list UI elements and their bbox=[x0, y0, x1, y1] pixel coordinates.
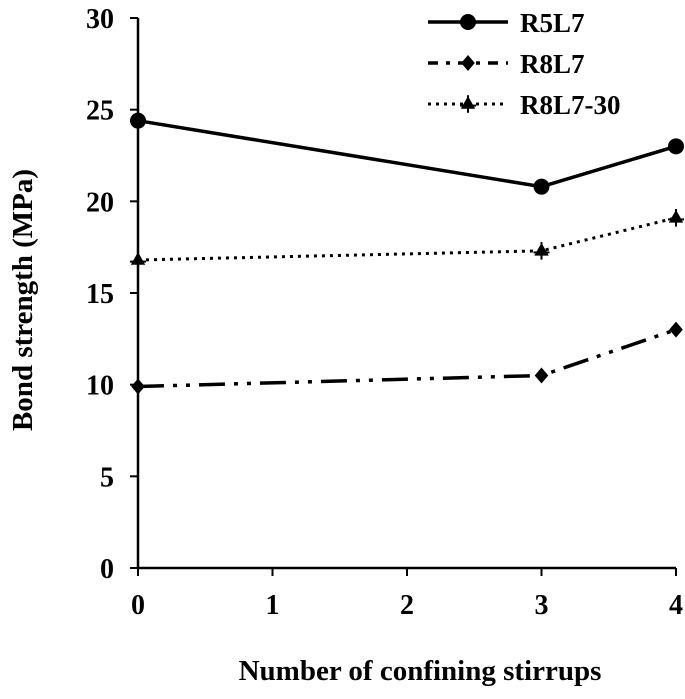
data-point-asterisk bbox=[130, 251, 146, 269]
x-tick-label: 1 bbox=[266, 590, 280, 621]
y-tick-label: 10 bbox=[86, 371, 114, 402]
y-tick-label: 30 bbox=[86, 4, 114, 35]
data-point-diamond bbox=[669, 321, 683, 338]
y-tick-label: 5 bbox=[100, 462, 114, 493]
data-point-circle bbox=[460, 14, 476, 30]
series-r5l7 bbox=[130, 112, 684, 195]
x-axis-title: Number of confining stirrups bbox=[239, 655, 602, 687]
series-line bbox=[137, 118, 677, 189]
data-point-circle bbox=[668, 138, 684, 155]
legend-item-r5l7: R5L7 bbox=[428, 8, 585, 38]
series-r8l7-30 bbox=[130, 209, 684, 269]
legend-label: R8L7 bbox=[520, 49, 585, 79]
y-axis-title: Bond strength (MPa) bbox=[7, 169, 39, 431]
series-line bbox=[137, 328, 677, 389]
data-point-circle bbox=[130, 112, 146, 129]
y-tick-label: 20 bbox=[86, 187, 114, 218]
x-tick-label: 0 bbox=[131, 590, 145, 621]
x-tick-label: 2 bbox=[400, 590, 414, 621]
series-r8l7 bbox=[131, 321, 683, 395]
x-tick-label: 3 bbox=[535, 590, 549, 621]
data-point-asterisk bbox=[460, 95, 476, 113]
y-tick-label: 15 bbox=[86, 279, 114, 310]
x-ticks: 0 1 2 3 4 bbox=[131, 568, 683, 621]
legend-item-r8l7-30: R8L7-30 bbox=[428, 90, 621, 120]
y-tick-label: 0 bbox=[100, 554, 114, 585]
legend: R5L7 R8L7 R8L7-30 bbox=[428, 8, 621, 120]
data-point-circle bbox=[533, 178, 550, 195]
data-point-asterisk bbox=[533, 242, 550, 260]
legend-label: R8L7-30 bbox=[520, 90, 621, 120]
data-point-diamond bbox=[131, 378, 145, 395]
legend-item-r8l7: R8L7 bbox=[428, 49, 585, 79]
data-point-diamond bbox=[461, 55, 475, 71]
y-tick-label: 25 bbox=[86, 96, 114, 127]
legend-label: R5L7 bbox=[520, 8, 585, 38]
x-tick-label: 4 bbox=[669, 590, 683, 621]
y-ticks: 0 5 10 15 20 25 30 bbox=[86, 4, 138, 585]
series-layer bbox=[130, 112, 684, 395]
data-point-diamond bbox=[534, 367, 549, 384]
series-line bbox=[137, 216, 677, 262]
data-point-asterisk bbox=[668, 209, 684, 227]
